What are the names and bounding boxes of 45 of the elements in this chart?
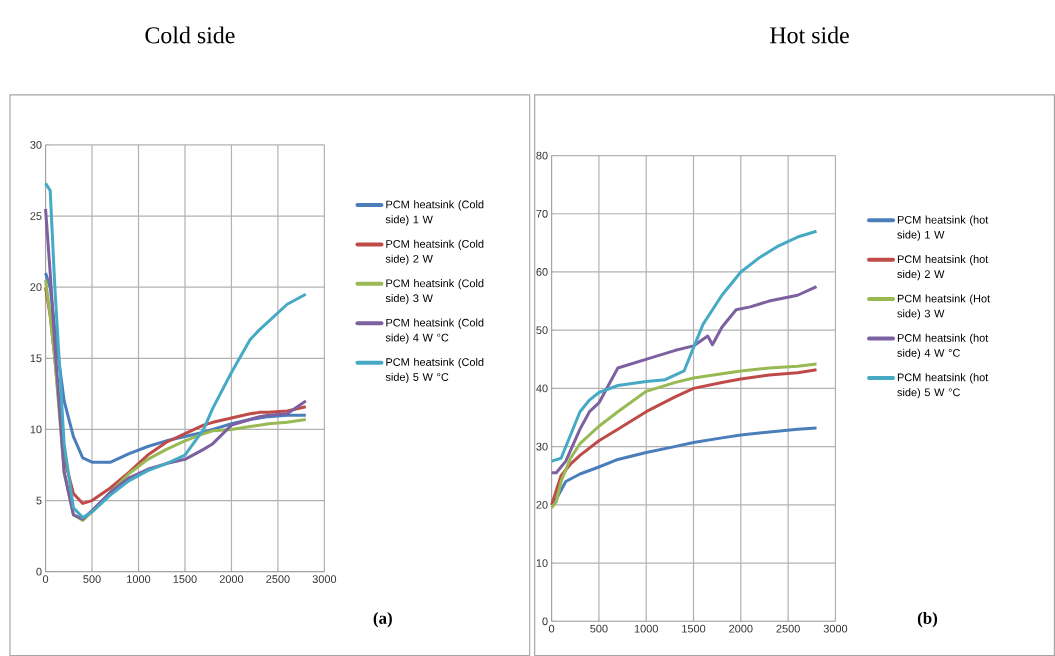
x-tick-label: 2000: [729, 624, 753, 633]
y-tick-label: 25: [30, 212, 42, 220]
y-tick-label: 10: [30, 425, 42, 434]
y-tick-label: 20: [536, 500, 548, 509]
y-tick-label: 0: [36, 567, 42, 576]
chart-title: Hot side: [770, 26, 849, 44]
x-tick-label: 1500: [682, 624, 706, 633]
text: (b): [917, 611, 938, 628]
y-tick-label: 40: [536, 384, 548, 393]
y-tick-label: 70: [536, 209, 548, 218]
text: (a): [373, 611, 392, 628]
x-tick-label: 500: [590, 624, 608, 633]
x-tick-label: 1500: [173, 575, 197, 583]
legend-label: PCM heatsink (Hot side) 3 W: [897, 294, 991, 320]
x-tick-label: 1000: [127, 575, 151, 583]
y-tick-label: 20: [30, 283, 42, 291]
x-tick-label: 0: [42, 575, 49, 583]
chart-title: Cold side: [145, 26, 235, 44]
legend-label: PCM heatsink (hot side) 5 W °C: [897, 373, 989, 399]
y-tick-label: 30: [30, 140, 42, 149]
legend-label: PCM heatsink (Cold side) 5 W °C: [385, 357, 484, 383]
y-tick-label: 50: [536, 326, 548, 334]
legend-label: PCM heatsink (Cold side) 4 W °C: [385, 318, 484, 344]
y-tick-label: 60: [536, 268, 548, 276]
x-tick-label: 2500: [266, 575, 290, 583]
legend-label: PCM heatsink (hot side) 4 W °C: [897, 333, 989, 359]
legend-label: PCM heatsink (hot side) 1 W: [897, 215, 989, 241]
legend-label: PCM heatsink (hot side) 2 W: [897, 254, 989, 281]
y-tick-label: 5: [36, 496, 42, 505]
x-tick-label: 500: [83, 575, 101, 583]
y-tick-label: 10: [536, 559, 548, 567]
legend-label: PCM heatsink (Cold side) 3 W: [385, 279, 484, 305]
y-tick-label: 80: [536, 151, 548, 160]
legend-label: PCM heatsink (Cold side) 1 W: [385, 200, 484, 226]
y-tick-label: 15: [30, 354, 42, 363]
y-tick-label: 0: [542, 617, 548, 626]
x-tick-label: 3000: [312, 575, 337, 583]
line-series: [550, 229, 819, 463]
x-tick-label: 2000: [219, 575, 244, 583]
x-tick-label: 1000: [634, 624, 658, 633]
x-tick-label: 3000: [823, 624, 848, 633]
x-tick-label: 0: [548, 624, 555, 633]
legend-label: PCM heatsink (Cold side) 2 W: [385, 239, 484, 265]
y-tick-label: 30: [536, 442, 548, 451]
x-tick-label: 2500: [776, 624, 800, 633]
